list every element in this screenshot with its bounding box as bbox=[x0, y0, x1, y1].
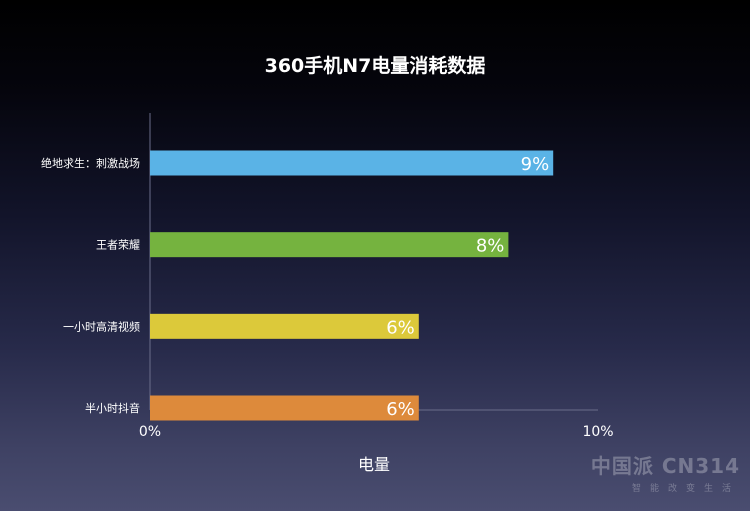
value-label-1: 8% bbox=[476, 236, 505, 257]
category-label-2: 一小时高清视频 bbox=[63, 319, 140, 333]
x-axis-title: 电量 bbox=[358, 455, 390, 474]
value-label-0: 9% bbox=[521, 154, 550, 175]
bar-1 bbox=[150, 232, 509, 258]
bar-0 bbox=[150, 150, 554, 176]
bar-3 bbox=[150, 395, 419, 421]
x-tick-label-1: 10% bbox=[582, 424, 613, 440]
ticks-layer: 0% 10% bbox=[139, 424, 614, 440]
chart-title: 360手机N7电量消耗数据 bbox=[265, 54, 486, 77]
bar-2 bbox=[150, 313, 419, 339]
category-label-0: 绝地求生：刺激战场 bbox=[41, 156, 140, 170]
x-tick-label-0: 0% bbox=[139, 424, 161, 440]
category-label-3: 半小时抖音 bbox=[85, 401, 140, 415]
bars-layer: 绝地求生：刺激战场 9% 王者荣耀 8% 一小时高清视频 6% 半小时抖音 6% bbox=[41, 150, 554, 421]
value-label-2: 6% bbox=[386, 317, 415, 338]
value-label-3: 6% bbox=[386, 399, 415, 420]
category-label-1: 王者荣耀 bbox=[96, 239, 140, 252]
